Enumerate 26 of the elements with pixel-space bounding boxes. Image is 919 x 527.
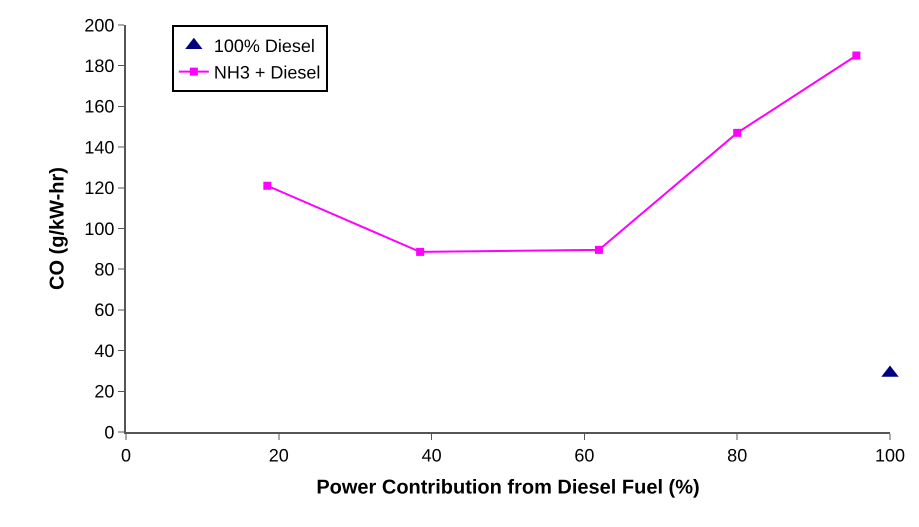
y-tick-label: 200 (84, 15, 114, 36)
y-tick-label: 180 (84, 56, 114, 76)
y-tick-label: 20 (94, 382, 114, 402)
y-axis-title: CO (g/kW-hr) (46, 167, 68, 290)
y-tick-label: 80 (94, 260, 114, 280)
legend-label: NH3 + Diesel (214, 62, 320, 83)
y-tick-label: 120 (84, 178, 114, 198)
x-tick-label: 40 (422, 446, 442, 466)
y-tick-label: 0 (104, 422, 114, 442)
x-tick-label: 60 (574, 446, 594, 466)
point (416, 248, 424, 256)
y-tick-label: 100 (84, 218, 114, 239)
x-axis-title: Power Contribution from Diesel Fuel (%) (316, 476, 700, 499)
x-tick-label: 80 (727, 446, 748, 466)
point (263, 182, 272, 190)
x-tick-label: 100 (874, 446, 906, 466)
x-tick-label: 20 (268, 446, 289, 466)
y-tick-label: 140 (84, 137, 114, 158)
point (852, 52, 860, 60)
y-tick-label: 40 (94, 340, 114, 361)
legend-label: 100% Diesel (214, 36, 315, 56)
point (594, 246, 603, 254)
point (733, 128, 742, 137)
x-tick-label: 0 (120, 446, 132, 466)
y-tick-label: 160 (84, 96, 114, 117)
y-tick-label: 60 (94, 300, 114, 320)
